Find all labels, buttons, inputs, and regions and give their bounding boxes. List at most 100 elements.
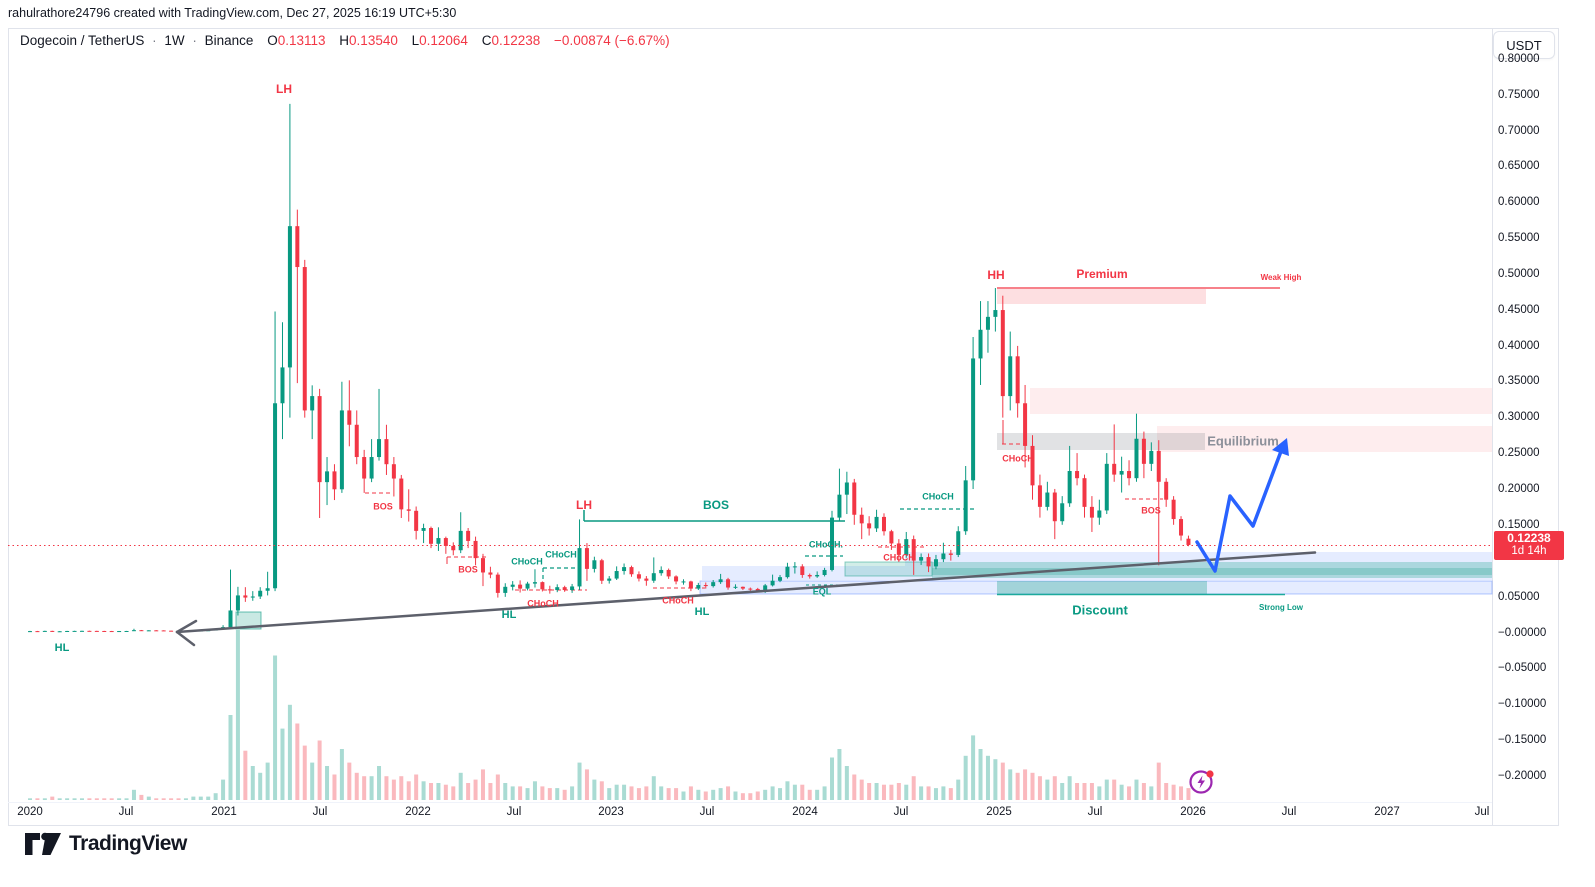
volume-bar: [852, 774, 857, 800]
candle-body: [65, 630, 70, 632]
candle-body: [362, 457, 367, 479]
candle-body: [377, 439, 382, 458]
candle-body: [607, 578, 612, 581]
volume-bar: [651, 776, 656, 800]
candle-body: [243, 595, 248, 598]
last-price-label[interactable]: 0.12238 1d 14h: [1494, 531, 1564, 560]
candle-body: [436, 538, 441, 544]
volume-bar: [1112, 779, 1117, 800]
annotation-label-choch: CHoCH: [883, 552, 915, 562]
volume-bar: [1045, 779, 1050, 800]
candle-body: [1179, 519, 1184, 536]
candle-body: [785, 566, 790, 578]
currency-toggle-button[interactable]: USDT: [1493, 31, 1555, 59]
candle-body: [325, 471, 330, 483]
volume-bar: [221, 779, 226, 800]
price-tick-label: 0.65000: [1498, 160, 1540, 172]
candle-body: [963, 480, 968, 532]
volume-bar: [607, 788, 612, 800]
flash-events-icon[interactable]: [1188, 768, 1216, 796]
time-tick-label: 2023: [598, 806, 624, 818]
candle-body: [102, 630, 107, 632]
volume-bar: [740, 793, 745, 800]
candle-body: [1141, 438, 1146, 464]
volume-bar: [72, 798, 77, 800]
candle-body: [429, 528, 434, 544]
volume-bar: [377, 766, 382, 800]
candle-body: [1015, 356, 1020, 404]
candle-body: [1000, 310, 1005, 397]
annotation-label-discount: Discount: [1072, 602, 1128, 617]
candle-body: [1171, 499, 1176, 520]
candle-body: [696, 585, 701, 589]
volume-bar: [1082, 783, 1087, 800]
volume-bar: [109, 798, 114, 800]
volume-bar: [867, 783, 872, 800]
candle-body: [235, 595, 240, 611]
annotation-label-lh: LH: [276, 82, 292, 96]
time-tick-label: 2020: [17, 806, 43, 818]
volume-bar: [1015, 772, 1020, 800]
candle-body: [978, 329, 983, 359]
volume-bar: [124, 798, 129, 800]
timeframe-label[interactable]: 1W: [164, 33, 185, 48]
volume-bar: [800, 784, 805, 800]
symbol-name[interactable]: Dogecoin / TetherUS: [20, 33, 145, 48]
candle-body: [258, 590, 263, 597]
tradingview-logo-glyph: [25, 832, 61, 855]
volume-bar: [228, 715, 233, 800]
tradingview-logo[interactable]: TradingView: [24, 831, 187, 857]
volume-bar: [466, 783, 471, 800]
candle-body: [562, 587, 567, 591]
volume-bar: [874, 783, 879, 800]
trendline-arrowhead: [175, 619, 198, 634]
time-tick-label: 2027: [1374, 806, 1400, 818]
price-tick-label: 0.75000: [1498, 89, 1540, 101]
candle-body: [755, 588, 760, 591]
candle-body: [1082, 478, 1087, 507]
volume-bar: [993, 759, 998, 800]
premium-zone: [997, 289, 1206, 304]
annotation-label-choch: CHoCH: [527, 598, 559, 608]
candle-body: [674, 576, 679, 582]
volume-bar: [169, 798, 174, 800]
volume-bar: [1119, 784, 1124, 800]
time-tick-label: 2024: [792, 806, 818, 818]
trendline[interactable]: [175, 551, 1317, 634]
candle-body: [154, 630, 159, 632]
candle-body: [740, 586, 745, 589]
price-tick-label: 0.30000: [1498, 411, 1540, 423]
candle-body: [1127, 471, 1132, 479]
volume-bar: [978, 749, 983, 800]
ohlc-close: C0.12238: [481, 33, 541, 48]
volume-bar: [273, 655, 278, 800]
candle-body: [139, 630, 144, 632]
candle-body: [273, 403, 278, 589]
candle-body: [1037, 485, 1042, 507]
chart-frame: [8, 28, 1559, 826]
candle-body: [369, 457, 374, 479]
candle-body: [131, 630, 136, 632]
candle-body: [1156, 450, 1161, 482]
volume-bar: [622, 784, 627, 800]
projection-zigzag-arrow[interactable]: [1195, 444, 1285, 573]
price-tick-label: −0.00000: [1498, 627, 1547, 639]
annotation-label-choch: CHoCH: [662, 595, 694, 605]
candle-body: [911, 539, 916, 561]
ohlc-low: L0.12064: [411, 33, 468, 48]
candle-body: [919, 557, 924, 561]
volume-bar: [443, 784, 448, 800]
volume-bar: [1164, 783, 1169, 800]
volume-bar: [332, 774, 337, 800]
tradingview-logo-text: TradingView: [69, 832, 187, 855]
volume-bar: [1060, 783, 1065, 800]
candle-body: [852, 482, 857, 515]
symbol-info-bar[interactable]: Dogecoin / TetherUS · 1W · Binance O0.13…: [20, 33, 670, 48]
volume-bar: [718, 788, 723, 800]
volume-bar: [287, 704, 292, 800]
volume-bar: [919, 786, 924, 800]
volume-bar: [822, 786, 827, 800]
volume-bar: [518, 786, 523, 800]
time-tick-label: Jul: [1474, 806, 1490, 818]
